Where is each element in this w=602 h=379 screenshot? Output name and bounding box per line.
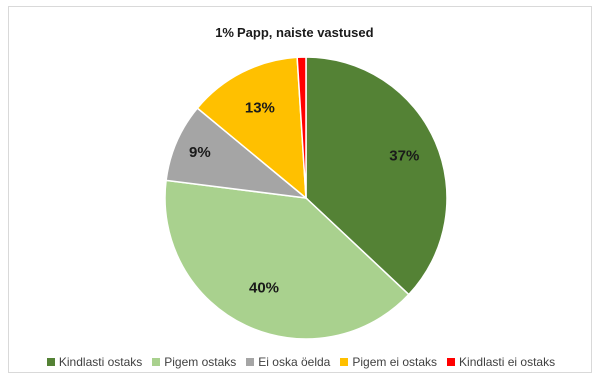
slice-label-3: 9% [189,144,211,161]
pie-slice-5 [296,56,307,199]
pie-slice-3 [165,107,309,200]
slice-label-4: 13% [245,100,275,117]
legend-label: Pigem ei ostaks [352,355,438,369]
legend-item-5: Kindlasti ei ostaks [447,355,555,369]
legend-label: Kindlasti ostaks [58,355,143,369]
slice-labels: 37% 40% 9% 13% 1% [189,25,419,296]
pie-slice-1 [305,56,448,296]
legend-item-2: Pigem ostaks [152,355,236,369]
slice-label-1: 37% [389,147,419,164]
legend-label: Pigem ostaks [164,355,237,369]
legend-swatch [246,358,255,366]
slice-label-5: 1% [215,25,234,40]
legend: Kindlasti ostaks Pigem ostaks Ei oska öeld… [0,355,602,369]
legend-swatch [447,358,456,366]
slice-label-2: 40% [249,279,279,296]
legend-item-1: Kindlasti ostaks [46,355,143,369]
legend-label: Kindlasti ei ostaks [459,355,556,369]
legend-swatch [46,358,55,366]
pie-slice-4 [196,56,307,200]
legend-swatch [152,358,161,366]
legend-item-4: Pigem ei ostaks [340,355,437,369]
legend-item-3: Ei oska öelda [246,355,330,369]
chart-title: Papp, naiste vastused [237,25,374,40]
legend-swatch [340,358,349,366]
pie-slice-2 [164,179,410,340]
legend-label: Ei oska öelda [258,355,331,369]
pie-slices [164,56,448,340]
